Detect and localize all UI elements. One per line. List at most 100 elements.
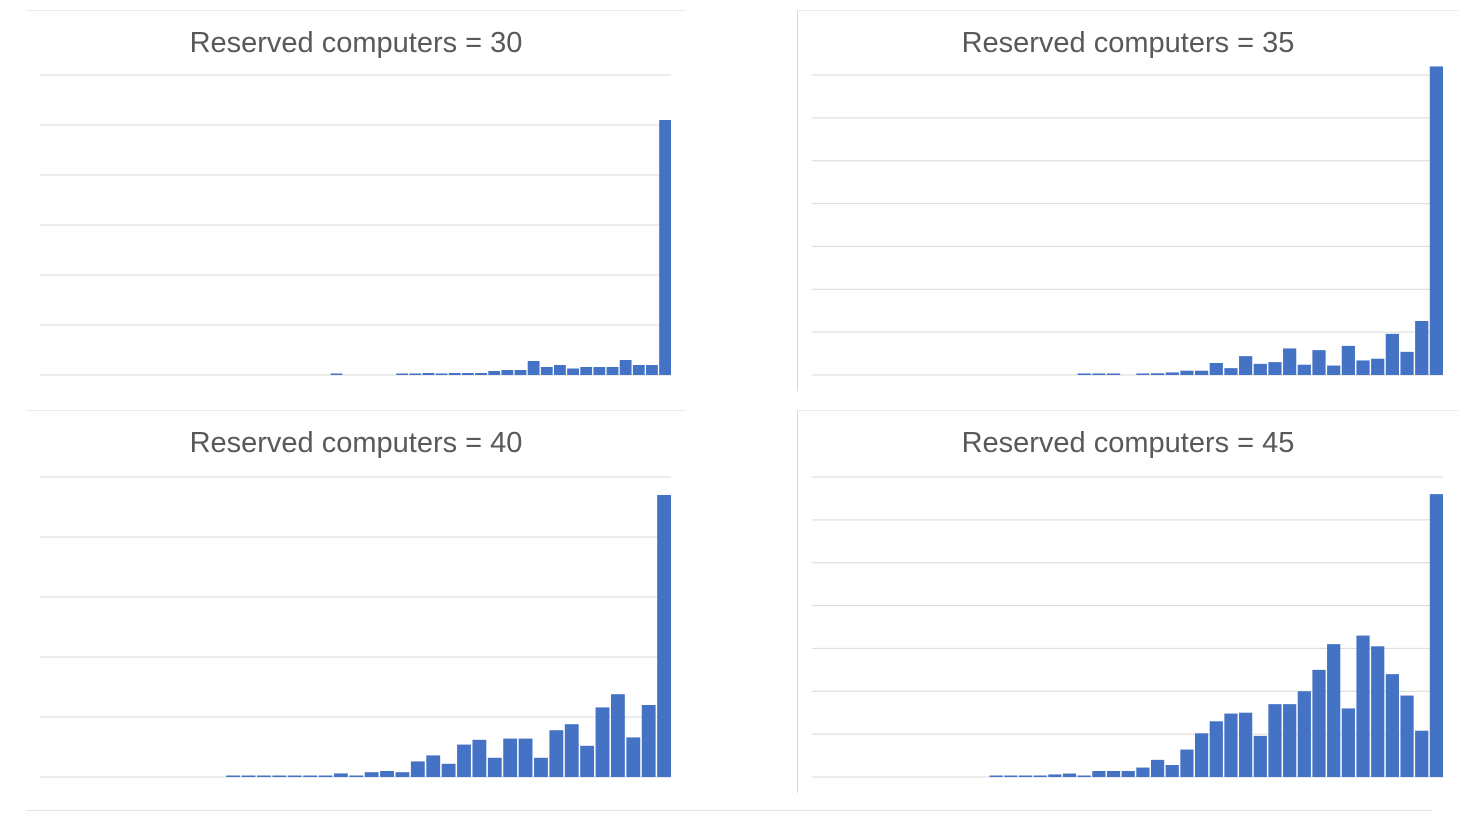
- histogram-bar: [527, 361, 540, 375]
- histogram-bar: [1004, 775, 1018, 777]
- histogram-bar: [409, 373, 422, 375]
- histogram-bar: [1415, 321, 1429, 375]
- histogram-bar: [1385, 674, 1399, 777]
- histogram-bar: [593, 367, 606, 375]
- histogram-bar: [1400, 695, 1414, 777]
- histogram-bar: [1209, 363, 1223, 375]
- histogram-bar: [1239, 712, 1253, 777]
- histogram-bar: [534, 757, 548, 777]
- histogram-bar: [241, 775, 256, 777]
- histogram-bar: [1429, 494, 1443, 777]
- histogram-bar: [488, 371, 501, 375]
- histogram-bar: [303, 775, 318, 777]
- histogram-bar: [626, 737, 641, 777]
- histogram-bar: [410, 761, 425, 777]
- histogram-bar: [435, 373, 448, 375]
- histogram-bar: [333, 773, 348, 777]
- histogram-bar: [1385, 333, 1399, 375]
- histogram-bar: [1356, 635, 1370, 777]
- histogram-bar: [503, 738, 518, 777]
- chart-panel-30: Reserved computers = 30: [26, 10, 686, 391]
- histogram-bar: [1180, 749, 1194, 777]
- histogram-bar: [396, 373, 409, 375]
- histogram-bar: [564, 724, 579, 777]
- histogram-bar: [549, 730, 564, 777]
- histogram-bar: [567, 368, 579, 375]
- histogram-bar: [1327, 365, 1341, 375]
- histogram-bar: [1327, 644, 1341, 777]
- histogram-bar: [1092, 373, 1106, 375]
- histogram-bar: [619, 360, 632, 375]
- histogram-bar: [1165, 372, 1179, 375]
- histogram-bar: [1018, 775, 1033, 777]
- histogram-bar: [1429, 66, 1443, 376]
- histogram-bar: [1136, 373, 1150, 375]
- histogram-bar: [989, 775, 1003, 777]
- histogram-bar: [540, 367, 553, 375]
- histogram-bar: [475, 373, 487, 375]
- histogram-bar: [554, 365, 566, 375]
- histogram-bar: [580, 367, 593, 375]
- histogram-bar: [1062, 773, 1077, 777]
- histogram-bar: [1077, 775, 1091, 777]
- chart-panel-45: Reserved computers = 45: [797, 410, 1458, 793]
- histogram-bar: [257, 775, 271, 777]
- histogram-bar: [606, 367, 619, 375]
- histogram-bar: [1106, 771, 1121, 777]
- histogram-bar: [1400, 351, 1414, 375]
- histogram-bar: [1371, 358, 1385, 375]
- histogram-bar: [1297, 691, 1311, 777]
- histogram-bar: [1415, 730, 1429, 777]
- histogram-bar: [457, 744, 471, 777]
- histogram-bar: [330, 373, 343, 375]
- chart-title: Reserved computers = 30: [189, 27, 523, 59]
- histogram-bar: [395, 772, 410, 777]
- histogram-bar: [422, 373, 435, 375]
- histogram-bar: [380, 771, 394, 777]
- histogram-bar: [1239, 356, 1253, 375]
- histogram-bar: [1224, 368, 1238, 375]
- histogram-bar: [518, 738, 533, 777]
- histogram-35: [812, 66, 1443, 376]
- bottom-divider: [26, 810, 1432, 811]
- histogram-bar: [1106, 373, 1121, 375]
- histogram-bar: [1356, 360, 1370, 375]
- histogram-40: [40, 476, 671, 778]
- histogram-bar: [501, 370, 514, 375]
- histogram-bar: [1268, 362, 1282, 375]
- histogram-bar: [659, 120, 671, 375]
- chart-title: Reserved computers = 45: [961, 427, 1295, 459]
- histogram-bar: [472, 739, 487, 777]
- histogram-bar: [1283, 704, 1297, 777]
- histogram-bar: [1253, 363, 1267, 375]
- histogram-bar: [441, 763, 456, 777]
- histogram-bar: [226, 775, 241, 777]
- histogram-bar: [641, 705, 656, 777]
- histogram-bar: [1253, 735, 1267, 777]
- histogram-bar: [1033, 775, 1047, 777]
- histogram-bar: [610, 694, 625, 777]
- histogram-bar: [287, 775, 302, 777]
- histogram-bar: [646, 365, 658, 375]
- histogram-bar: [1209, 721, 1223, 777]
- histogram-bar: [487, 757, 502, 777]
- histogram-bar: [1180, 370, 1194, 375]
- histogram-bar: [461, 373, 474, 375]
- histogram-bar: [1136, 767, 1150, 777]
- histogram-bar: [1297, 364, 1311, 375]
- histogram-bar: [1371, 646, 1385, 777]
- histogram-bar: [318, 775, 333, 777]
- chart-title: Reserved computers = 35: [961, 27, 1295, 59]
- histogram-bar: [1312, 350, 1326, 375]
- histogram-bar: [632, 365, 645, 375]
- histogram-bar: [1195, 370, 1209, 375]
- histogram-bar: [1195, 733, 1209, 777]
- histogram-bar: [1165, 765, 1179, 777]
- chart-panel-40: Reserved computers = 40: [26, 410, 686, 806]
- histogram-bar: [364, 772, 379, 777]
- histogram-bar: [426, 755, 441, 777]
- histogram-bar: [1048, 774, 1062, 777]
- histogram-bar: [1224, 713, 1238, 777]
- histogram-bar: [1268, 704, 1282, 777]
- histogram-bar: [1283, 348, 1297, 375]
